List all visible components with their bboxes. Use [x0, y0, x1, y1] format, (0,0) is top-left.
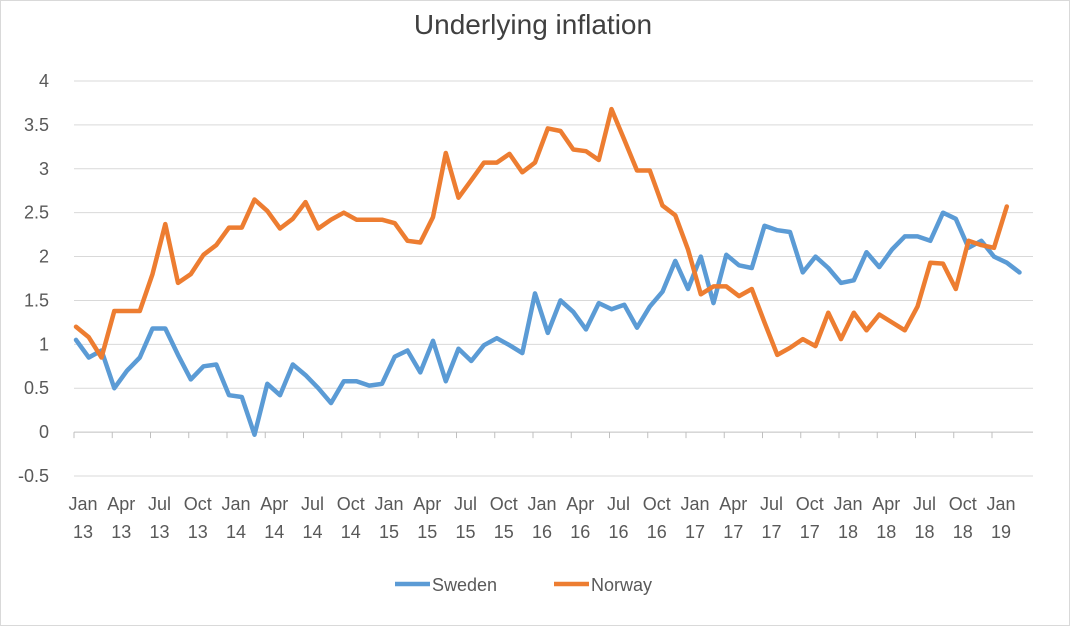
- chart-title: Underlying inflation: [414, 9, 652, 40]
- x-tick-label-month: Apr: [719, 494, 747, 514]
- x-tick-label-month: Oct: [949, 494, 977, 514]
- x-tick-label-month: Jan: [374, 494, 403, 514]
- x-tick-label-year: 14: [302, 522, 322, 542]
- x-tick-label-year: 13: [188, 522, 208, 542]
- y-tick-label: 3: [39, 159, 49, 179]
- legend: Sweden Norway: [395, 575, 652, 595]
- x-tick-label-year: 18: [838, 522, 858, 542]
- x-tick-label-year: 16: [647, 522, 667, 542]
- x-tick-label-month: Oct: [643, 494, 671, 514]
- series-lines: [73, 106, 1022, 437]
- x-tick-label-year: 17: [761, 522, 781, 542]
- y-tick-label: 0.5: [24, 378, 49, 398]
- x-tick-label-month: Jan: [986, 494, 1015, 514]
- x-tick-label-year: 14: [341, 522, 361, 542]
- legend-label-sweden: Sweden: [432, 575, 497, 595]
- x-tick-label-year: 18: [914, 522, 934, 542]
- x-tick-label-year: 16: [608, 522, 628, 542]
- x-tick-label-year: 15: [417, 522, 437, 542]
- series-line-sweden: [73, 210, 1022, 437]
- x-tick-label-year: 16: [570, 522, 590, 542]
- x-tick-label-month: Oct: [490, 494, 518, 514]
- x-tick-label-month: Oct: [796, 494, 824, 514]
- x-tick-label-month: Jan: [68, 494, 97, 514]
- x-tick-label-year: 14: [264, 522, 284, 542]
- x-tick-label-year: 18: [953, 522, 973, 542]
- x-tick-label-year: 17: [800, 522, 820, 542]
- y-tick-label: 2: [39, 247, 49, 267]
- x-tick-label-month: Jul: [760, 494, 783, 514]
- y-tick-label: 3.5: [24, 115, 49, 135]
- x-tick-label-month: Oct: [337, 494, 365, 514]
- x-tick-label-month: Apr: [107, 494, 135, 514]
- x-tick-label-year: 14: [226, 522, 246, 542]
- x-axis: Jan 13 Apr 13 Jul 13 Oct 13 Jan 14 Apr 14 Jul 14 Oct 14…: [68, 432, 1016, 542]
- x-tick-label-month: Jan: [680, 494, 709, 514]
- x-tick-label-month: Jan: [221, 494, 250, 514]
- x-tick-label-year: 18: [876, 522, 896, 542]
- x-tick-label-month: Jul: [454, 494, 477, 514]
- x-tick-label-year: 19: [991, 522, 1011, 542]
- x-tick-label-month: Jul: [607, 494, 630, 514]
- y-axis: -0.5 0 0.5 1 1.5 2 2.5 3 3.5 4: [18, 71, 49, 486]
- series-line-norway: [73, 106, 1010, 360]
- x-tick-label-month: Oct: [184, 494, 212, 514]
- y-tick-label: 0: [39, 422, 49, 442]
- x-tick-label-year: 16: [532, 522, 552, 542]
- x-tick-label-year: 13: [111, 522, 131, 542]
- x-tick-label-year: 17: [685, 522, 705, 542]
- gridlines: [74, 80, 1033, 477]
- x-tick-label-year: 13: [73, 522, 93, 542]
- x-tick-label-year: 15: [494, 522, 514, 542]
- y-tick-label: 1: [39, 334, 49, 354]
- x-tick-label-month: Jul: [301, 494, 324, 514]
- y-tick-label: 2.5: [24, 203, 49, 223]
- x-tick-label-month: Jan: [833, 494, 862, 514]
- x-tick-label-month: Apr: [872, 494, 900, 514]
- x-tick-label-month: Apr: [413, 494, 441, 514]
- x-tick-label-month: Jul: [913, 494, 936, 514]
- y-tick-label: 1.5: [24, 290, 49, 310]
- y-tick-label: -0.5: [18, 466, 49, 486]
- x-tick-label-month: Jul: [148, 494, 171, 514]
- x-tick-label-year: 15: [379, 522, 399, 542]
- x-tick-label-year: 17: [723, 522, 743, 542]
- x-tick-label-month: Apr: [566, 494, 594, 514]
- x-tick-label-month: Jan: [527, 494, 556, 514]
- y-tick-label: 4: [39, 71, 49, 91]
- x-tick-label-year: 13: [149, 522, 169, 542]
- x-tick-label-year: 15: [455, 522, 475, 542]
- legend-label-norway: Norway: [591, 575, 652, 595]
- x-tick-label-month: Apr: [260, 494, 288, 514]
